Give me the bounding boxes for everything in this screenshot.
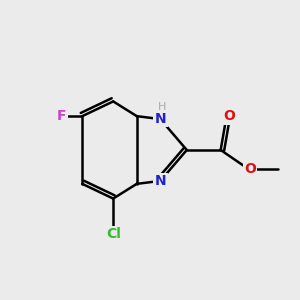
Text: F: F xyxy=(57,109,66,123)
Text: O: O xyxy=(244,162,256,176)
Text: N: N xyxy=(154,112,166,126)
Text: N: N xyxy=(154,174,166,188)
Text: O: O xyxy=(224,109,236,123)
Text: Cl: Cl xyxy=(106,227,121,241)
Text: H: H xyxy=(158,102,166,112)
